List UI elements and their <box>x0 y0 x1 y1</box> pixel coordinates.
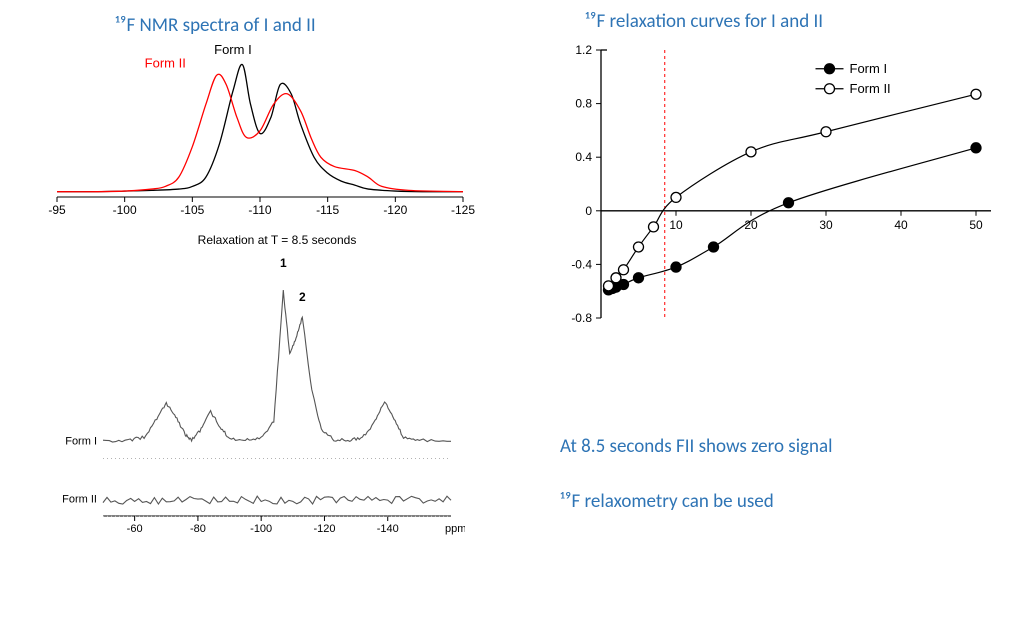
svg-text:-120: -120 <box>313 523 335 535</box>
svg-text:-120: -120 <box>383 203 407 217</box>
svg-text:40: 40 <box>894 218 908 232</box>
svg-text:2: 2 <box>299 290 306 304</box>
svg-text:Form I: Form I <box>850 61 888 76</box>
relaxation-curves-chart: -0.8 -0.4 0 0.4 0.8 1.2 10 20 30 40 50 Form I Form I… <box>555 38 1005 348</box>
svg-text:-100: -100 <box>113 203 137 217</box>
svg-text:-100: -100 <box>250 523 272 535</box>
svg-text:Form II: Form II <box>62 493 97 505</box>
svg-text:0.4: 0.4 <box>575 150 592 164</box>
svg-text:Form II: Form II <box>850 81 891 96</box>
svg-text:10: 10 <box>669 218 683 232</box>
note-line1: At 8.5 seconds FII shows zero signal <box>560 435 832 458</box>
svg-text:-105: -105 <box>180 203 204 217</box>
nmr-spectra-chart: -95 -100 -105 -110 -115 -120 -125 Form I Form II <box>45 30 475 225</box>
svg-text:30: 30 <box>819 218 833 232</box>
note-line2: ¹⁹F relaxometry can be used <box>560 490 774 513</box>
relaxation-spectra-chart: Relaxation at T = 8.5 seconds -60 -80 -100 -… <box>55 232 465 542</box>
svg-text:1: 1 <box>280 256 287 270</box>
svg-text:-110: -110 <box>248 203 271 217</box>
svg-text:ppm: ppm <box>445 523 465 535</box>
svg-text:Form I: Form I <box>214 42 252 57</box>
svg-text:-80: -80 <box>190 523 206 535</box>
right-title: ¹⁹F relaxation curves for I and II <box>585 10 823 33</box>
svg-text:50: 50 <box>969 218 983 232</box>
svg-text:-95: -95 <box>48 203 66 217</box>
svg-text:Form I: Form I <box>65 436 97 448</box>
svg-text:Relaxation at T = 8.5 seconds: Relaxation at T = 8.5 seconds <box>198 233 357 247</box>
svg-text:-60: -60 <box>127 523 143 535</box>
svg-text:-140: -140 <box>377 523 399 535</box>
svg-text:1.2: 1.2 <box>575 43 592 57</box>
svg-text:0: 0 <box>585 204 592 218</box>
svg-text:0.8: 0.8 <box>575 97 592 111</box>
page-root: ¹⁹F NMR spectra of I and II ¹⁹F relaxati… <box>0 0 1026 633</box>
svg-text:Form II: Form II <box>145 55 186 70</box>
svg-text:-115: -115 <box>316 203 339 217</box>
svg-text:-125: -125 <box>451 203 475 217</box>
svg-text:-0.8: -0.8 <box>571 311 592 325</box>
svg-text:20: 20 <box>744 218 758 232</box>
svg-text:-0.4: -0.4 <box>571 257 592 271</box>
